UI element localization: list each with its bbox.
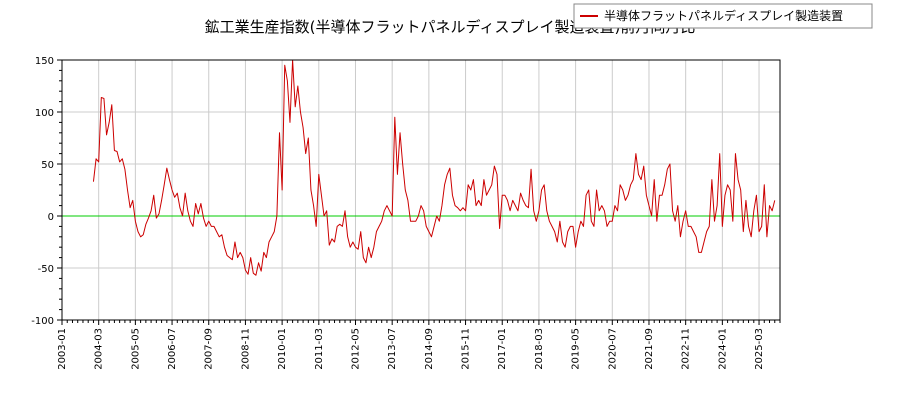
legend: 半導体フラットパネルディスプレイ製造装置 [573, 3, 873, 29]
plot-frame [61, 59, 781, 321]
x-tick-label: 2011-03 [314, 328, 325, 370]
legend-box [573, 3, 873, 29]
x-tick-label: 2007-09 [204, 328, 215, 370]
x-tick-label: 2014-09 [424, 328, 435, 370]
grid-layer [62, 60, 780, 320]
x-tick-label: 2025-03 [754, 328, 765, 370]
x-tick-label: 2006-07 [167, 328, 178, 370]
x-tick-label: 2020-07 [607, 328, 618, 370]
x-tick-label: 2015-11 [461, 328, 472, 370]
series-layer [92, 59, 776, 276]
x-axis: 2003-01 2004-03 2005-05 2006-07 2007-09 2008-… [57, 320, 781, 370]
x-tick-label: 2022-11 [681, 328, 692, 370]
y-tick-label: 150 [35, 56, 54, 67]
y-tick-label: 100 [35, 108, 54, 119]
x-tick-label: 2019-05 [571, 328, 582, 370]
chart-title: 鉱工業生産指数(半導体フラットパネルディスプレイ製造装置)前月同月比 [205, 18, 696, 36]
x-tick-label: 2008-11 [240, 328, 251, 370]
x-tick-label: 2017-01 [497, 328, 508, 370]
x-tick-label: 2010-01 [277, 328, 288, 370]
plot-area-background [62, 60, 780, 320]
x-tick-label: 2018-03 [534, 328, 545, 370]
legend-label: 半導体フラットパネルディスプレイ製造装置 [604, 8, 843, 23]
x-tick-label: 2005-05 [130, 328, 141, 370]
x-tick-label: 2004-03 [94, 328, 105, 370]
y-axis: -100 -50 0 50 100 150 [31, 56, 62, 327]
series-line [92, 59, 776, 276]
x-tick-label: 2013-07 [387, 328, 398, 370]
y-tick-label: 0 [48, 212, 54, 223]
x-tick-label: 2021-09 [644, 328, 655, 370]
x-tick-label: 2003-01 [57, 328, 68, 370]
x-tick-label: 2012-05 [350, 328, 361, 370]
y-tick-label: 50 [41, 160, 54, 171]
y-tick-label: -50 [38, 264, 54, 275]
y-tick-label: -100 [31, 316, 54, 327]
x-tick-label: 2024-01 [717, 328, 728, 370]
